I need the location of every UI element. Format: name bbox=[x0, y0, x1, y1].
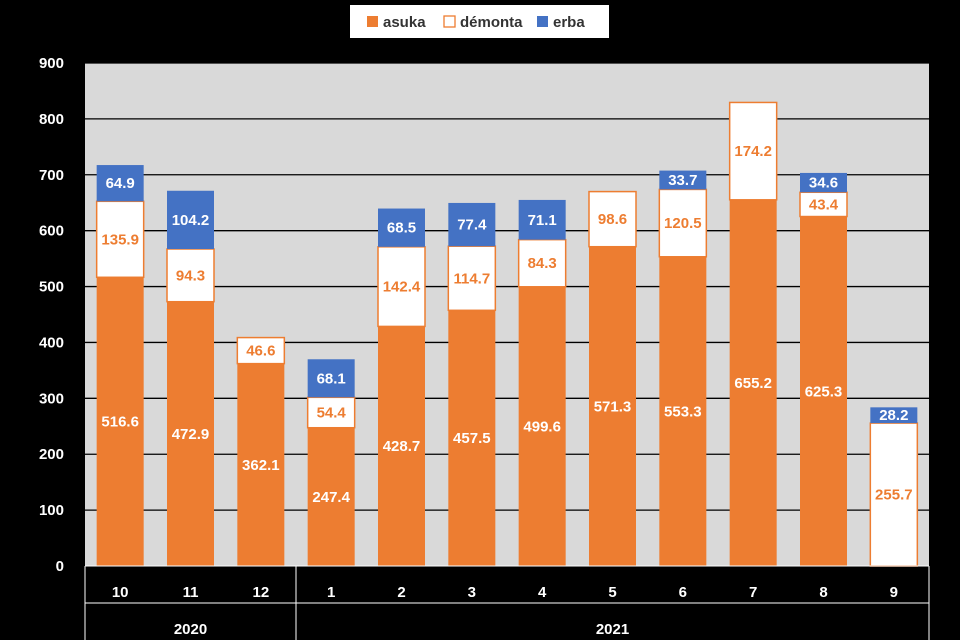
data-label: 247.4 bbox=[312, 489, 350, 506]
data-label: 64.9 bbox=[106, 175, 135, 192]
data-label: 553.3 bbox=[664, 403, 702, 420]
data-label: 77.4 bbox=[457, 217, 487, 234]
data-label: 84.3 bbox=[528, 255, 557, 272]
data-label: 362.1 bbox=[242, 457, 280, 474]
bar-segment-erba bbox=[448, 202, 496, 247]
bar-segment-asuka bbox=[800, 216, 847, 566]
bar-segment-erba bbox=[659, 170, 707, 190]
bar-segment-erba bbox=[518, 199, 566, 240]
x-tick-label: 7 bbox=[749, 584, 757, 601]
bar-segment-erba bbox=[307, 359, 355, 398]
data-label: 68.1 bbox=[317, 370, 346, 387]
data-label: 516.6 bbox=[101, 414, 139, 431]
bar-segment-erba bbox=[167, 190, 214, 249]
y-tick-label: 100 bbox=[39, 502, 64, 519]
y-tick-label: 900 bbox=[39, 55, 64, 72]
data-label: 46.6 bbox=[246, 343, 275, 360]
data-label: 499.6 bbox=[523, 418, 561, 435]
bar-segment-démonta bbox=[517, 238, 567, 288]
legend: asuka démonta erba bbox=[350, 5, 609, 38]
year-group-label: 2020 bbox=[174, 621, 207, 638]
x-tick-label: 12 bbox=[252, 584, 269, 601]
bar-segment-erba bbox=[96, 165, 144, 202]
bar-segment-démonta bbox=[658, 188, 708, 258]
data-label: 142.4 bbox=[383, 279, 421, 296]
y-tick-label: 200 bbox=[39, 446, 64, 463]
y-tick-label: 500 bbox=[39, 279, 64, 296]
legend-label-asuka: asuka bbox=[383, 14, 426, 31]
data-label: 68.5 bbox=[387, 220, 416, 237]
x-tick-label: 8 bbox=[819, 584, 827, 601]
x-tick-label: 11 bbox=[183, 584, 199, 601]
x-tick-label: 10 bbox=[112, 584, 129, 601]
y-tick-label: 0 bbox=[56, 558, 64, 575]
data-label: 472.9 bbox=[172, 426, 210, 443]
bar-segment-asuka bbox=[237, 363, 285, 566]
year-group-label: 2021 bbox=[596, 621, 629, 638]
data-label: 94.3 bbox=[176, 267, 205, 284]
bar-segment-démonta bbox=[799, 191, 848, 218]
legend-swatch-asuka bbox=[367, 16, 378, 27]
bar-segment-démonta bbox=[236, 336, 286, 365]
data-label: 98.6 bbox=[598, 211, 627, 228]
y-tick-label: 700 bbox=[39, 167, 64, 184]
bar-segment-asuka bbox=[729, 199, 777, 567]
legend-swatch-démonta bbox=[443, 15, 456, 28]
data-label: 255.7 bbox=[875, 487, 913, 504]
data-label: 34.6 bbox=[809, 175, 838, 192]
data-label: 114.7 bbox=[453, 270, 490, 287]
bars: 516.6 135.9 64.9 472.9 94.3 104.2 362.1 46.6 247… bbox=[95, 101, 919, 567]
data-label: 571.3 bbox=[594, 398, 632, 415]
y-axis: 0 100 200 300 400 500 600 700 800 900 bbox=[39, 55, 64, 575]
bar-segment-asuka bbox=[518, 286, 566, 566]
bar-segment-démonta bbox=[166, 248, 215, 303]
bar-segment-asuka bbox=[167, 301, 214, 566]
x-tick-label: 1 bbox=[327, 584, 335, 601]
x-tick-label: 2 bbox=[397, 584, 405, 601]
bar-segment-asuka bbox=[659, 256, 707, 566]
bar-segment-asuka bbox=[378, 326, 425, 566]
legend-label-démonta: démonta bbox=[460, 14, 523, 31]
bar-segment-démonta bbox=[728, 101, 778, 201]
x-tick-label: 3 bbox=[468, 584, 476, 601]
x-tick-label: 9 bbox=[890, 584, 898, 601]
bar-segment-erba bbox=[800, 172, 847, 193]
bar-segment-asuka bbox=[96, 277, 144, 566]
legend-label-erba: erba bbox=[553, 14, 585, 31]
y-tick-label: 800 bbox=[39, 111, 64, 128]
plot-area bbox=[85, 63, 929, 566]
y-tick-label: 600 bbox=[39, 223, 64, 240]
data-label: 71.1 bbox=[528, 212, 557, 229]
bar-segment-démonta bbox=[306, 396, 356, 429]
legend-box bbox=[350, 5, 609, 38]
x-tick-label: 5 bbox=[608, 584, 616, 601]
data-label: 43.4 bbox=[809, 196, 839, 213]
bar-segment-asuka bbox=[448, 310, 496, 566]
y-tick-label: 400 bbox=[39, 334, 64, 351]
data-label: 457.5 bbox=[453, 430, 491, 447]
x-tick-label: 4 bbox=[538, 584, 547, 601]
bar-segment-démonta bbox=[447, 245, 497, 312]
data-label: 428.7 bbox=[383, 438, 421, 455]
gridlines bbox=[85, 62, 929, 511]
data-label: 33.7 bbox=[668, 172, 697, 189]
data-label: 625.3 bbox=[805, 383, 843, 400]
x-tick-label: 6 bbox=[679, 584, 687, 601]
bar-segment-asuka bbox=[589, 246, 636, 566]
data-label: 28.2 bbox=[879, 407, 908, 424]
bar-segment-erba bbox=[378, 208, 425, 247]
y-tick-label: 300 bbox=[39, 390, 64, 407]
bar-segment-démonta bbox=[588, 190, 637, 248]
data-label: 104.2 bbox=[172, 212, 210, 229]
data-label: 655.2 bbox=[734, 375, 772, 392]
data-label: 120.5 bbox=[664, 215, 702, 232]
data-label: 135.9 bbox=[101, 231, 139, 248]
data-label: 174.2 bbox=[734, 143, 772, 160]
legend-swatch-erba bbox=[537, 16, 548, 27]
bar-segment-erba bbox=[870, 407, 918, 424]
data-label: 54.4 bbox=[317, 405, 347, 422]
bar-segment-asuka bbox=[307, 427, 355, 566]
